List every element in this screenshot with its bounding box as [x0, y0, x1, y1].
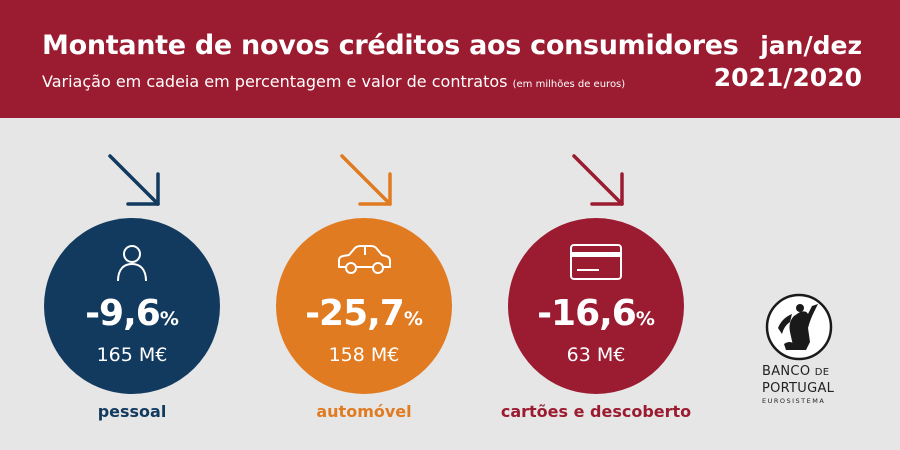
stat-circle: -9,6% 165 M€ — [44, 218, 220, 394]
contract-amount: 165 M€ — [96, 344, 168, 366]
eurosistema-label: EUROSISTEMA — [762, 397, 826, 405]
period-years: 2021/2020 — [713, 63, 862, 92]
car-icon — [338, 245, 391, 274]
page-subtitle: Variação em cadeia em percentagem e valo… — [42, 72, 625, 91]
bank-name-line1: BANCO — [762, 364, 811, 379]
period-months: jan/dez — [760, 31, 862, 60]
trend-down-arrow-icon — [340, 154, 392, 206]
card-pessoal: -9,6% 165 M€ pessoal — [44, 150, 220, 430]
card-cartoes: -16,6% 63 M€ cartões e descoberto — [501, 150, 691, 430]
header-banner: Montante de novos créditos aos consumido… — [0, 0, 900, 118]
page-title: Montante de novos créditos aos consumido… — [42, 30, 739, 61]
percent-change: -25,7% — [276, 294, 452, 339]
subtitle-note: (em milhões de euros) — [512, 79, 626, 90]
period: jan/dez 2021/2020 — [714, 30, 862, 94]
percent-change: -16,6% — [508, 294, 684, 339]
card-automovel: -25,7% 158 M€ automóvel — [276, 150, 452, 430]
percent-unit: % — [635, 308, 655, 330]
card-label: pessoal — [97, 402, 167, 421]
bank-name-line2: PORTUGAL — [762, 381, 835, 396]
card-label: automóvel — [316, 402, 412, 421]
card-label: cartões e descoberto — [500, 402, 692, 421]
percent-value: -16,6 — [537, 293, 637, 334]
stat-circle: -25,7% 158 M€ — [276, 218, 452, 394]
percent-value: -25,7 — [305, 293, 405, 334]
stat-circle: -16,6% 63 M€ — [508, 218, 684, 394]
contract-amount: 63 M€ — [566, 344, 626, 366]
trend-down-arrow-icon — [572, 154, 624, 206]
bank-name-de: DE — [814, 367, 830, 378]
percent-change: -9,6% — [44, 294, 220, 339]
subtitle-text: Variação em cadeia em percentagem e valo… — [42, 72, 508, 91]
contract-amount: 158 M€ — [328, 344, 400, 366]
trend-down-arrow-icon — [108, 154, 160, 206]
percent-unit: % — [403, 308, 423, 330]
percent-unit: % — [159, 308, 179, 330]
credit-card-icon — [570, 244, 622, 280]
bank-name: BANCO DE PORTUGAL — [762, 364, 834, 397]
percent-value: -9,6 — [85, 293, 161, 334]
bank-emblem-icon — [765, 293, 833, 361]
person-icon — [117, 245, 147, 282]
banco-de-portugal-logo: BANCO DE PORTUGAL EUROSISTEMA — [758, 292, 854, 422]
